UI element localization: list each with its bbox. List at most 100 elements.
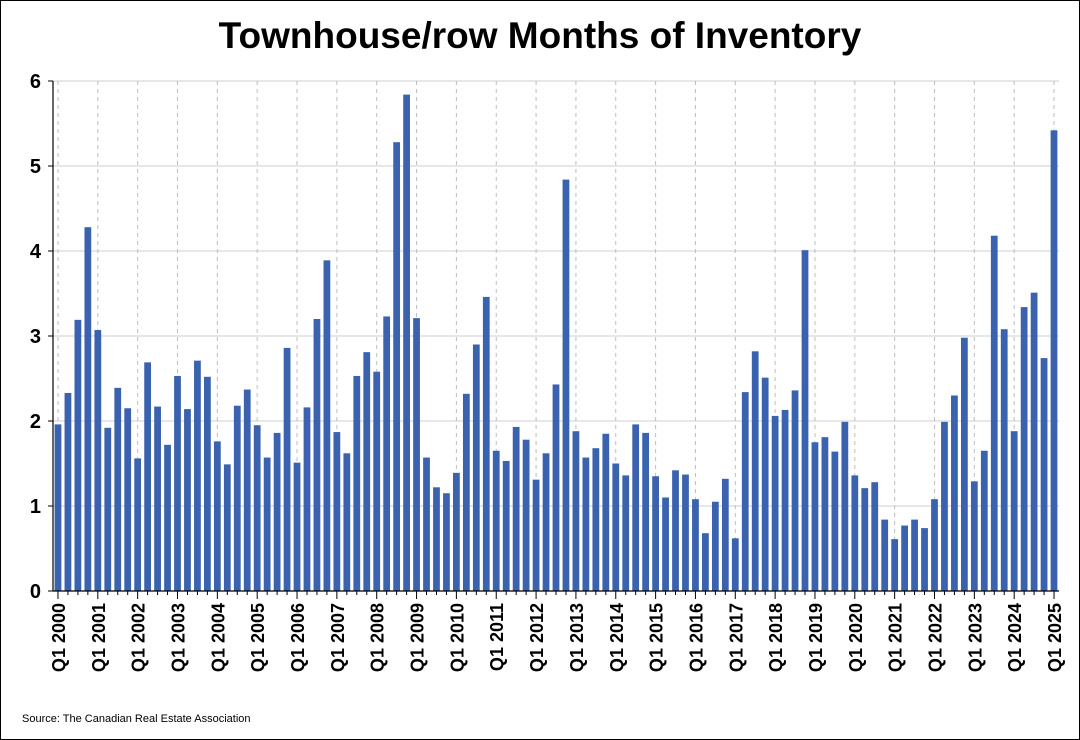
bar [353,375,361,591]
y-tick-label: 4 [30,241,42,263]
bar [313,319,321,591]
bar [303,407,311,591]
bar [263,457,271,591]
x-tick-label: Q1 2007 [328,603,348,672]
bar [562,179,570,591]
bar [164,444,171,591]
bar [413,318,420,591]
x-tick-label: Q1 2004 [208,603,228,672]
bar [682,474,689,591]
x-tick-label: Q1 2020 [846,603,866,672]
bar [1050,130,1058,592]
bar [692,499,699,591]
bar [423,457,430,591]
bar [124,408,132,591]
bar [194,360,201,591]
bar [492,450,500,591]
bar [741,392,749,591]
bar [532,479,540,591]
bar [54,424,62,591]
bar [94,330,102,591]
x-tick-label: Q1 2009 [408,603,428,672]
bar [861,488,869,591]
bar [731,538,739,591]
bar [283,347,291,591]
bar [941,421,948,591]
x-tick-label: Q1 2010 [447,603,467,672]
bar [652,476,659,591]
bar [771,415,779,591]
source-note: Source: The Canadian Real Estate Associa… [22,713,251,725]
bar [462,393,470,591]
x-tick-label: Q1 2025 [1045,603,1065,672]
x-tick-label: Q1 2021 [886,603,906,672]
x-tick-label: Q1 2016 [686,603,706,672]
bar [901,525,908,591]
bar [622,475,630,591]
x-tick-label: Q1 2003 [169,603,189,672]
bar [841,421,849,591]
bar [791,390,799,591]
bar [433,487,440,591]
bar [64,392,72,591]
x-tick-label: Q1 2017 [726,603,746,672]
bar [1040,358,1048,591]
bar [223,464,231,591]
bar [612,463,620,591]
bar [403,94,410,591]
bar [970,481,978,591]
x-tick-label: Q1 2014 [607,603,627,672]
bar [323,260,331,591]
bar [1020,307,1028,591]
bar [84,227,92,591]
bar [373,371,381,591]
bar [134,458,142,591]
x-tick-label: Q1 2018 [766,603,786,672]
x-tick-label: Q1 2008 [368,603,388,672]
bar [602,433,610,591]
x-tick-label: Q1 2001 [89,603,109,672]
x-tick-label: Q1 2012 [527,603,547,672]
bar [811,442,819,591]
x-tick-label: Q1 2011 [487,603,507,671]
bar [522,439,530,591]
bar [672,470,679,591]
bar [990,235,998,591]
bar [343,453,351,591]
bar [472,344,480,591]
y-tick-label: 1 [30,496,41,518]
bar [980,450,988,591]
chart-title: Townhouse/row Months of Inventory [218,15,862,56]
bar [154,406,161,591]
x-tick-label: Q1 2015 [647,603,667,672]
bar [831,451,839,591]
bar [502,460,510,591]
bar [482,296,490,591]
bar [293,462,301,591]
bar [184,409,191,591]
bar [363,352,371,591]
bar [711,501,719,591]
y-tick-label: 2 [30,411,41,433]
bar [592,448,600,591]
bar [851,475,859,591]
bar [1010,431,1018,591]
bar [204,376,211,591]
bar [891,539,899,591]
x-tick-label: Q1 2023 [965,603,985,672]
bar [751,351,759,591]
bar [542,453,550,591]
x-tick-label: Q1 2000 [49,603,69,672]
bar [662,497,669,591]
bar [572,431,580,591]
bar [74,319,82,591]
bar [174,375,181,591]
bar [253,425,261,591]
bar [213,441,221,591]
bar [911,519,918,591]
bar [821,437,829,591]
bar [781,409,789,591]
bar [960,337,968,591]
bar [512,426,520,591]
